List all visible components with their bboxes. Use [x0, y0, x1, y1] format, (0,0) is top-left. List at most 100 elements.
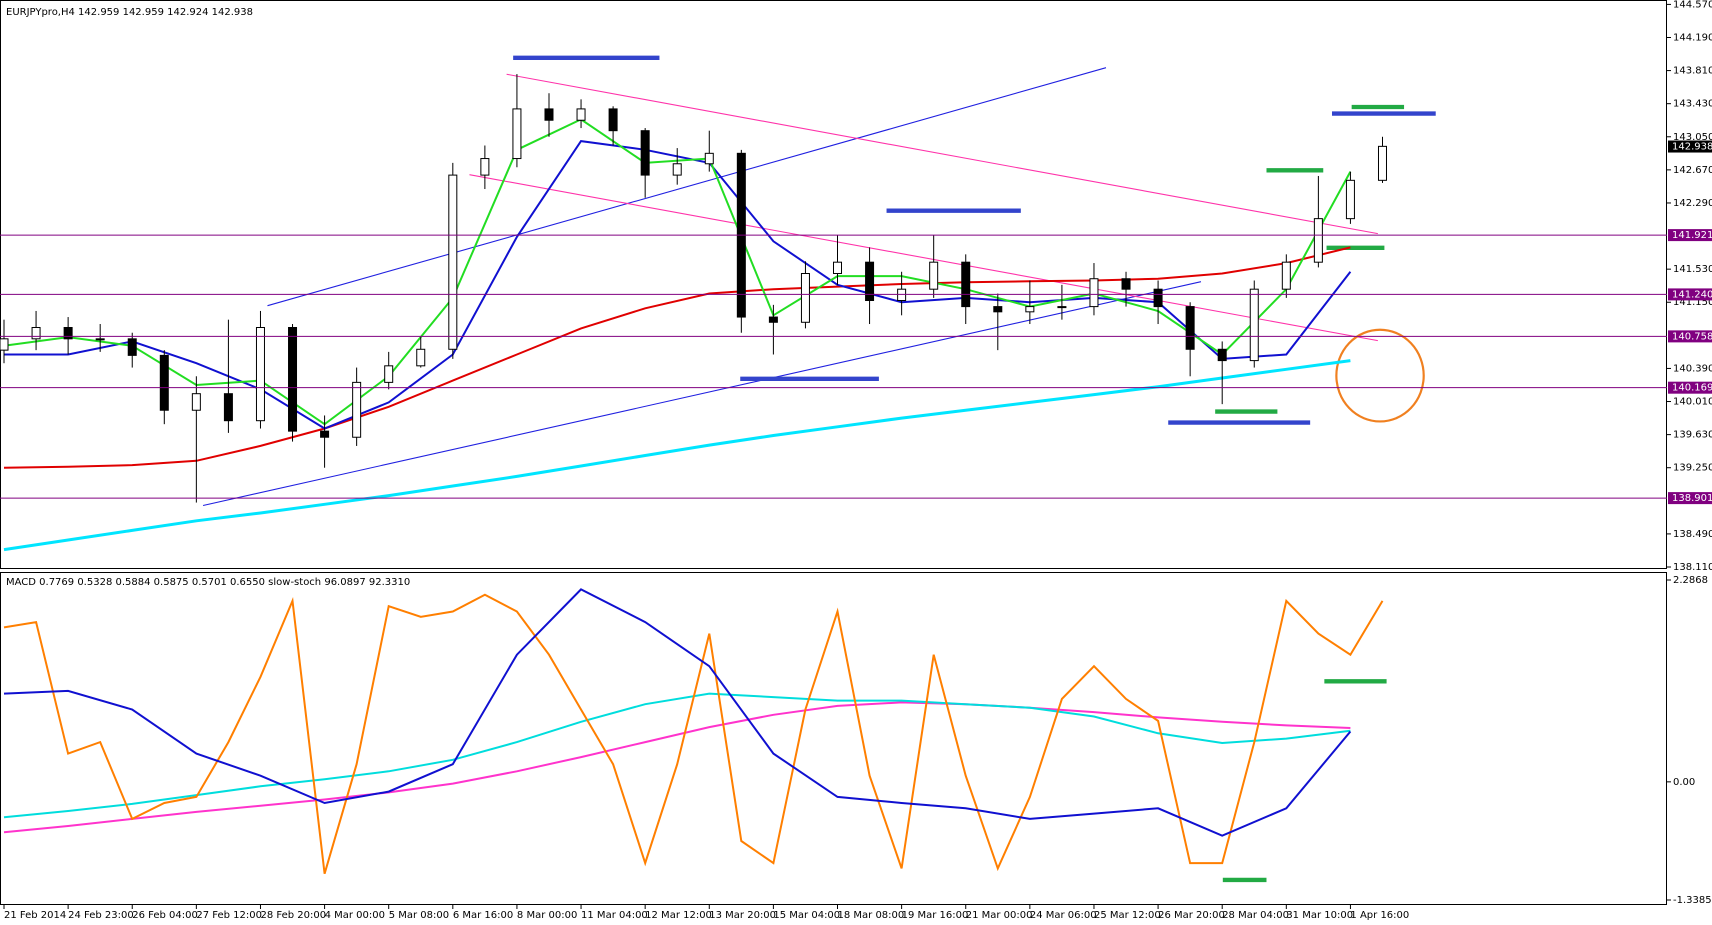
level-label: 140.169	[1672, 383, 1712, 394]
candle-body	[961, 261, 971, 308]
x-tick-label: 5 Mar 08:00	[389, 910, 449, 921]
x-tick-label: 19 Mar 16:00	[902, 910, 969, 921]
candle-body	[768, 316, 778, 323]
x-tick-label: 4 Mar 00:00	[325, 910, 385, 921]
candle-body	[608, 108, 618, 132]
x-tick-label: 28 Mar 04:00	[1222, 910, 1289, 921]
y-tick-label: 144.570	[1673, 0, 1712, 10]
candle-body	[1249, 288, 1259, 362]
candle-body	[0, 338, 9, 351]
x-tick-label: 1 Apr 16:00	[1350, 910, 1409, 921]
candle-body	[1345, 179, 1355, 220]
macd-panel	[0, 572, 1667, 905]
y-tick-label: 0.00	[1673, 777, 1695, 788]
y-tick-label: -1.3385	[1673, 895, 1712, 906]
candle-body	[640, 130, 650, 176]
candle-body	[1377, 145, 1387, 181]
level-label: 141.240	[1672, 289, 1712, 300]
indicator-line	[3, 359, 1351, 552]
level-label-bg	[1668, 229, 1712, 242]
y-tick-label: 142.670	[1673, 165, 1712, 176]
candle-body	[544, 108, 554, 121]
candle-body	[1217, 348, 1227, 362]
x-tick-label: 25 Mar 12:00	[1094, 910, 1161, 921]
x-tick-label: 24 Mar 06:00	[1030, 910, 1097, 921]
x-tick-label: 24 Feb 23:00	[68, 910, 134, 921]
indicator-line	[3, 692, 1351, 819]
trendline	[202, 281, 1202, 507]
last-price-label: 142.938	[1672, 142, 1712, 153]
trendline	[267, 67, 1107, 307]
candle-body	[993, 306, 1003, 313]
x-tick-label: 8 Mar 00:00	[517, 910, 577, 921]
y-tick-label: 139.250	[1673, 463, 1712, 474]
x-tick-label: 21 Mar 00:00	[966, 910, 1033, 921]
x-tick-label: 12 Mar 12:00	[645, 910, 712, 921]
x-tick-label: 11 Mar 04:00	[581, 910, 648, 921]
x-tick-label: 13 Mar 20:00	[709, 910, 776, 921]
macd-title: MACD 0.7769 0.5328 0.5884 0.5875 0.5701 …	[6, 577, 410, 588]
candle-body	[480, 158, 490, 176]
y-tick-label: 143.050	[1673, 132, 1712, 143]
x-tick-label: 18 Mar 08:00	[838, 910, 905, 921]
candle-body	[1089, 278, 1099, 308]
indicator-line	[3, 593, 1384, 874]
indicator-line	[3, 588, 1352, 837]
trendline	[506, 73, 1378, 235]
candle-body	[63, 327, 73, 340]
level-label: 141.921	[1672, 230, 1712, 241]
candle-body	[576, 108, 586, 121]
last-price-bg	[1668, 140, 1712, 153]
x-tick-label: 26 Mar 20:00	[1158, 910, 1225, 921]
candle-body	[929, 261, 939, 290]
candle-body	[127, 338, 137, 356]
candle-body	[1121, 278, 1131, 290]
y-tick-label: 139.630	[1673, 430, 1712, 441]
y-tick-label: 140.010	[1673, 397, 1712, 408]
y-tick-label: 141.150	[1673, 297, 1712, 308]
candle-body	[191, 393, 201, 411]
candle-body	[416, 348, 426, 367]
y-tick-label: 142.290	[1673, 198, 1712, 209]
chart-title: EURJPYpro,H4 142.959 142.959 142.924 142…	[6, 7, 253, 18]
level-label-bg	[1668, 381, 1712, 394]
candle-body	[1025, 306, 1035, 313]
level-label-bg	[1668, 330, 1712, 343]
y-tick-label: 2.2868	[1673, 575, 1708, 586]
x-tick-label: 31 Mar 10:00	[1286, 910, 1353, 921]
candle-body	[1185, 306, 1195, 350]
main-panel	[0, 0, 1667, 569]
y-tick-label: 143.430	[1673, 99, 1712, 110]
x-tick-label: 28 Feb 20:00	[260, 910, 326, 921]
candle-body	[384, 365, 394, 383]
level-label-bg	[1668, 288, 1712, 301]
x-tick-label: 26 Feb 04:00	[132, 910, 198, 921]
candle-body	[800, 273, 810, 323]
y-tick-label: 140.390	[1673, 363, 1712, 374]
candle-body	[255, 327, 265, 422]
indicator-line	[3, 701, 1351, 834]
x-tick-label: 15 Mar 04:00	[773, 910, 840, 921]
candle-body	[223, 393, 233, 422]
trendline	[469, 174, 1378, 342]
annotations	[202, 55, 1436, 883]
candle-body	[833, 261, 843, 275]
y-tick-label: 144.190	[1673, 32, 1712, 43]
candle-body	[1153, 288, 1163, 308]
candle-body	[352, 381, 362, 438]
candle-body	[704, 152, 714, 165]
candle-body	[512, 108, 522, 160]
indicator-line	[3, 246, 1351, 469]
candle-body	[1057, 306, 1067, 309]
highlight-circle	[1335, 328, 1425, 423]
candle-body	[1281, 261, 1291, 290]
x-tick-label: 27 Feb 12:00	[196, 910, 262, 921]
candle-body	[320, 430, 330, 438]
y-tick-label: 141.530	[1673, 264, 1712, 275]
candle-body	[865, 261, 875, 302]
y-tick-label: 138.110	[1673, 562, 1712, 573]
candle-body	[448, 174, 458, 350]
y-tick-label: 143.810	[1673, 66, 1712, 77]
candle-body	[288, 327, 298, 432]
candle-body	[31, 327, 41, 340]
